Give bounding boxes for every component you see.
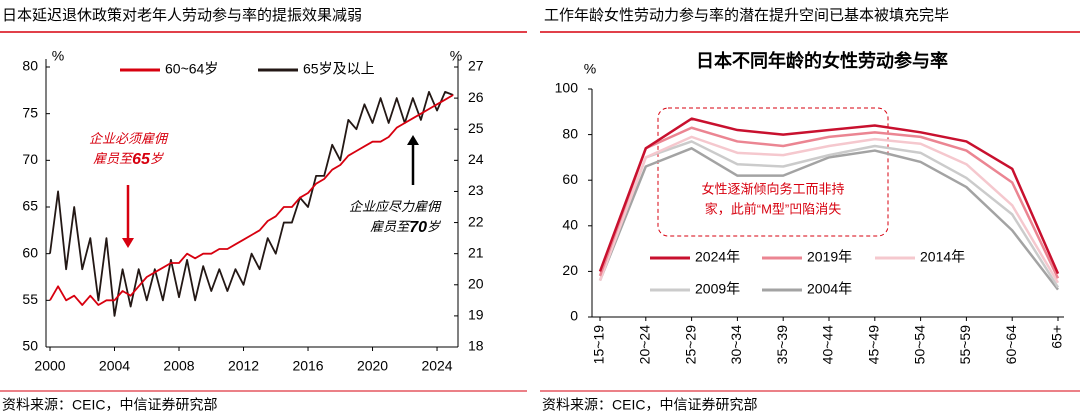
y-tick-label: 70 xyxy=(22,151,38,167)
x-tick-label: 2012 xyxy=(228,358,259,374)
x-tick-label: 55~59 xyxy=(957,325,973,365)
annotation-arrowhead xyxy=(407,135,419,145)
y2-tick-label: 22 xyxy=(468,213,484,229)
y2-tick-label: 20 xyxy=(468,275,484,291)
series-line xyxy=(598,147,1059,291)
x-tick-label: 2016 xyxy=(292,358,323,374)
legend-label: 2009年 xyxy=(695,281,740,297)
y2-tick-label: 18 xyxy=(468,338,484,354)
y-tick-label: 60 xyxy=(22,244,38,260)
annotation: 企业应尽力雇佣 xyxy=(349,199,442,214)
y2-tick-label: 19 xyxy=(468,307,484,323)
x-tick-label: 30~34 xyxy=(728,325,744,365)
y-tick-label: 55 xyxy=(22,291,38,307)
y2-tick-label: 26 xyxy=(468,89,484,105)
y-tick-label: 60 xyxy=(562,171,578,187)
y2-tick-label: 24 xyxy=(468,151,484,167)
x-tick-label: 35~39 xyxy=(774,325,790,365)
legend-label: 2019年 xyxy=(807,249,852,265)
y-tick-label: 80 xyxy=(562,125,578,141)
annotation: 家，此前“M型”凹陷消失 xyxy=(705,201,842,216)
series-line xyxy=(598,117,1060,275)
x-tick-label: 2008 xyxy=(163,358,194,374)
chart-header: 工作年龄女性劳动力参与率的潜在提升空间已基本被填充完毕 xyxy=(544,6,949,24)
legend-label: 65岁及以上 xyxy=(303,61,375,77)
y-unit: % xyxy=(584,61,596,77)
x-tick-label: 20~24 xyxy=(637,325,653,365)
annotation-arrowhead xyxy=(122,238,134,248)
y2-tick-label: 21 xyxy=(468,244,484,260)
source: 资料来源：CEIC，中信证券研究部 xyxy=(2,397,217,413)
x-tick-label: 2024 xyxy=(421,358,452,374)
series-line xyxy=(49,94,454,306)
annotation-box xyxy=(657,107,889,237)
y-tick-label: 40 xyxy=(562,217,578,233)
x-tick-label: 25~29 xyxy=(682,325,698,365)
series-line xyxy=(49,90,454,317)
chart-title: 日本不同年龄的女性劳动参与率 xyxy=(696,50,948,71)
y2-tick-label: 27 xyxy=(468,58,484,74)
y2-unit: % xyxy=(450,48,462,64)
x-tick-label: 15~19 xyxy=(591,325,607,365)
annotation: 企业必须雇佣 xyxy=(89,131,169,146)
y2-tick-label: 23 xyxy=(468,182,484,198)
series-line xyxy=(598,140,1060,289)
annotation: 雇员至70岁 xyxy=(370,219,441,236)
legend-label: 2014年 xyxy=(920,249,965,265)
series-line xyxy=(598,135,1060,284)
legend-label: 2004年 xyxy=(807,281,852,297)
x-tick-label: 2020 xyxy=(357,358,388,374)
y-tick-label: 80 xyxy=(22,58,38,74)
y-tick-label: 100 xyxy=(555,80,579,96)
chart-header: 日本延迟退休政策对老年人劳动参与率的提振效果减弱 xyxy=(2,7,362,24)
annotation: 女性逐渐倾向务工而非持 xyxy=(701,181,844,196)
x-tick-label: 2004 xyxy=(99,358,130,374)
series-line xyxy=(598,126,1060,279)
annotation: 雇员至65岁 xyxy=(93,151,164,168)
x-tick-label: 60~64 xyxy=(1003,325,1019,365)
x-tick-label: 40~44 xyxy=(820,325,836,365)
x-tick-label: 45~49 xyxy=(866,325,882,365)
y-unit: % xyxy=(52,48,64,64)
y-tick-label: 20 xyxy=(562,262,578,278)
x-tick-label: 2000 xyxy=(34,358,65,374)
y-tick-label: 50 xyxy=(22,338,38,354)
x-tick-label: 65+ xyxy=(1049,325,1065,349)
y-tick-label: 0 xyxy=(570,308,578,324)
y2-tick-label: 25 xyxy=(468,120,484,136)
x-tick-label: 50~54 xyxy=(911,325,927,365)
legend-label: 60~64岁 xyxy=(165,61,218,77)
source: 资料来源：CEIC，中信证券研究部 xyxy=(542,397,757,413)
y-tick-label: 65 xyxy=(22,198,38,214)
legend-label: 2024年 xyxy=(695,249,740,265)
y-tick-label: 75 xyxy=(22,104,38,120)
